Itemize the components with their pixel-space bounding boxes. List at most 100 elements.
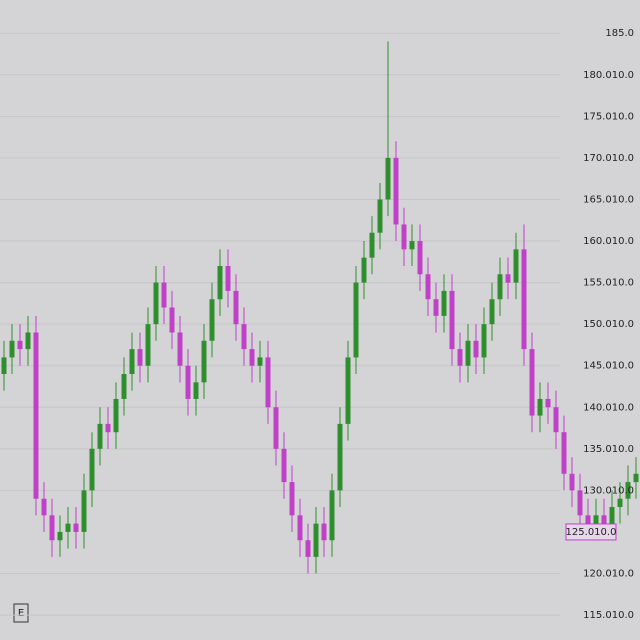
candle-body [593,515,599,524]
toolbar-button[interactable] [13,603,29,623]
candle-body [153,282,159,325]
y-tick-label: 170.010.0 [583,153,634,164]
candle-body [401,224,407,250]
candle-body [529,349,535,416]
candle-body [41,498,47,516]
y-tick-label: 115.010.0 [583,610,634,621]
candle-body [305,540,311,557]
candle-body [193,382,199,399]
candle-body [217,265,223,300]
candle-body [161,282,167,308]
candle-body [129,349,135,375]
candle-body [313,523,319,557]
last-price-box [565,523,617,541]
candle-body [393,157,399,225]
y-tick-label: 135.010.0 [583,444,634,455]
candle-body [497,274,503,300]
candle-body [625,482,631,499]
candle-body [89,448,95,491]
y-tick-label: 140.010.0 [583,402,634,413]
candle-body [465,340,471,366]
candle-body [225,265,231,291]
candles [1,41,639,574]
candle-body [233,290,239,325]
candle-body [241,324,247,350]
candle-body [145,324,151,366]
candle-body [481,324,487,358]
y-tick-label: 185.0 [605,28,634,39]
candle-body [601,515,607,524]
candle-body [521,249,527,350]
y-tick-label: 180.010.0 [583,70,634,81]
y-tick-label: 130.010.0 [583,485,634,496]
last-price-label: 125.010.0 [566,527,617,538]
y-tick-label: 165.010.0 [583,194,634,205]
candle-body [337,423,343,491]
candle-body [9,340,15,358]
candle-body [449,290,455,350]
y-tick-label: 120.010.0 [583,569,634,580]
candle-body [369,232,375,258]
candle-body [457,349,463,366]
candle-body [273,407,279,449]
candle-body [185,365,191,399]
candle-body [1,357,7,375]
candle-body [617,498,623,508]
candle-body [17,340,23,350]
candle-body [489,299,495,325]
candle-body [249,349,255,366]
candle-body [97,423,103,449]
candle-body [329,490,335,541]
candle-body [385,157,391,200]
candle-body [121,374,127,399]
candle-body [409,241,415,250]
candle-body [545,398,551,408]
candle-body [473,340,479,358]
candle-body [417,241,423,275]
candle-body [513,249,519,283]
candle-body [425,274,431,300]
candle-body [289,482,295,516]
candle-body [609,507,615,524]
candle-body [577,490,583,516]
candle-body [345,357,351,424]
y-tick-label: 150.010.0 [583,319,634,330]
candle-body [633,473,639,483]
candle-body [65,523,71,532]
candle-body [57,531,63,541]
candle-body [353,282,359,358]
candle-body [505,274,511,283]
candle-body [201,340,207,383]
candle-body [169,307,175,333]
candle-body [137,349,143,366]
candle-body [265,357,271,408]
candle-body [561,432,567,474]
candle-body [537,398,543,416]
candle-body [177,332,183,366]
candle-body [321,523,327,541]
y-tick-label: 160.010.0 [583,236,634,247]
y-tick-label: 155.010.0 [583,278,634,289]
candle-body [209,299,215,341]
candle-body [33,332,39,499]
candle-body [297,515,303,541]
candle-body [377,199,383,233]
candle-body [553,407,559,433]
y-tick-label: 175.010.0 [583,111,634,122]
candle-body [441,290,447,316]
candle-body [281,448,287,483]
candle-body [105,423,111,433]
price-axis: 185.0 180.010.0 175.010.0 170.010.0 165.010.… [565,28,634,621]
y-tick-label: 145.010.0 [583,361,634,372]
candle-body [49,515,55,541]
toolbar-button-label[interactable]: E [18,608,24,619]
candle-body [433,299,439,316]
candle-body [81,490,87,532]
candle-body [257,357,263,366]
candle-body [25,332,31,350]
candle-body [361,257,367,283]
candle-body [585,515,591,524]
candle-body [73,523,79,532]
